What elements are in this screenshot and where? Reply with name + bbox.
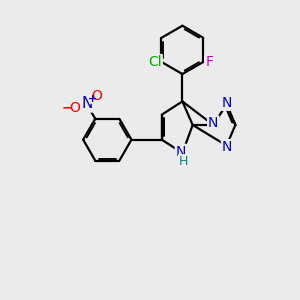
Text: +: + [88,94,97,104]
Text: N: N [81,97,92,112]
Text: N: N [208,116,218,130]
Text: O: O [69,101,80,115]
Text: N: N [222,140,232,154]
Text: O: O [91,89,102,103]
Text: H: H [178,155,188,168]
Text: N: N [176,145,186,159]
Text: Cl: Cl [148,55,162,69]
Text: F: F [205,55,213,69]
Text: N: N [222,96,232,110]
Text: −: − [61,102,72,115]
